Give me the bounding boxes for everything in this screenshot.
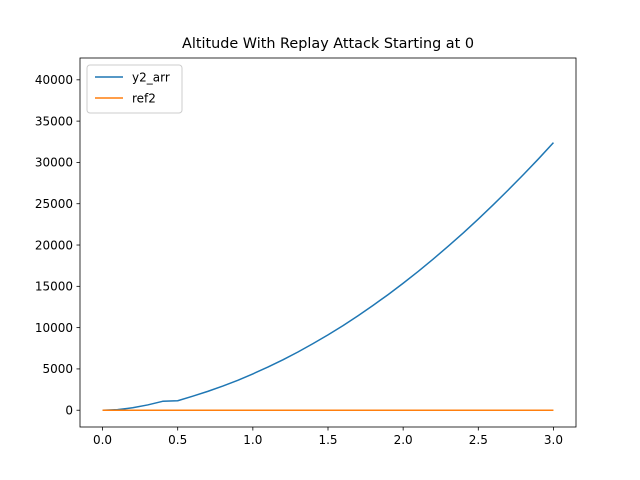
x-tick-label: 0.0 — [93, 433, 112, 447]
chart-title: Altitude With Replay Attack Starting at … — [182, 36, 474, 52]
series-line-y2_arr — [102, 142, 555, 411]
x-tick-label: 0.5 — [168, 433, 187, 447]
legend: y2_arr ref2 — [86, 64, 183, 114]
x-tick-label: 1.0 — [243, 433, 262, 447]
x-tick-label: 3.0 — [544, 433, 563, 447]
y-tick-label: 40000 — [35, 73, 73, 87]
y-tick-label: 15000 — [35, 280, 73, 294]
y-tick-label: 35000 — [35, 114, 73, 128]
y-tick-label: 10000 — [35, 321, 73, 335]
x-tick-label: 2.5 — [469, 433, 488, 447]
legend-label-y2_arr: y2_arr — [132, 70, 170, 84]
y-tick-label: 25000 — [35, 197, 73, 211]
y-tick-label: 20000 — [35, 238, 73, 252]
x-tick-label: 1.5 — [318, 433, 337, 447]
y-axis: 0 5000 10000 15000 20000 25000 30000 35000 40000 — [35, 73, 80, 418]
y-tick-label: 30000 — [35, 156, 73, 170]
y-tick-label: 5000 — [42, 362, 73, 376]
legend-label-ref2: ref2 — [132, 91, 156, 105]
x-axis: 0.0 0.5 1.0 1.5 2.0 2.5 3.0 — [93, 427, 563, 447]
x-tick-label: 2.0 — [394, 433, 413, 447]
y-tick-label: 0 — [65, 404, 73, 418]
